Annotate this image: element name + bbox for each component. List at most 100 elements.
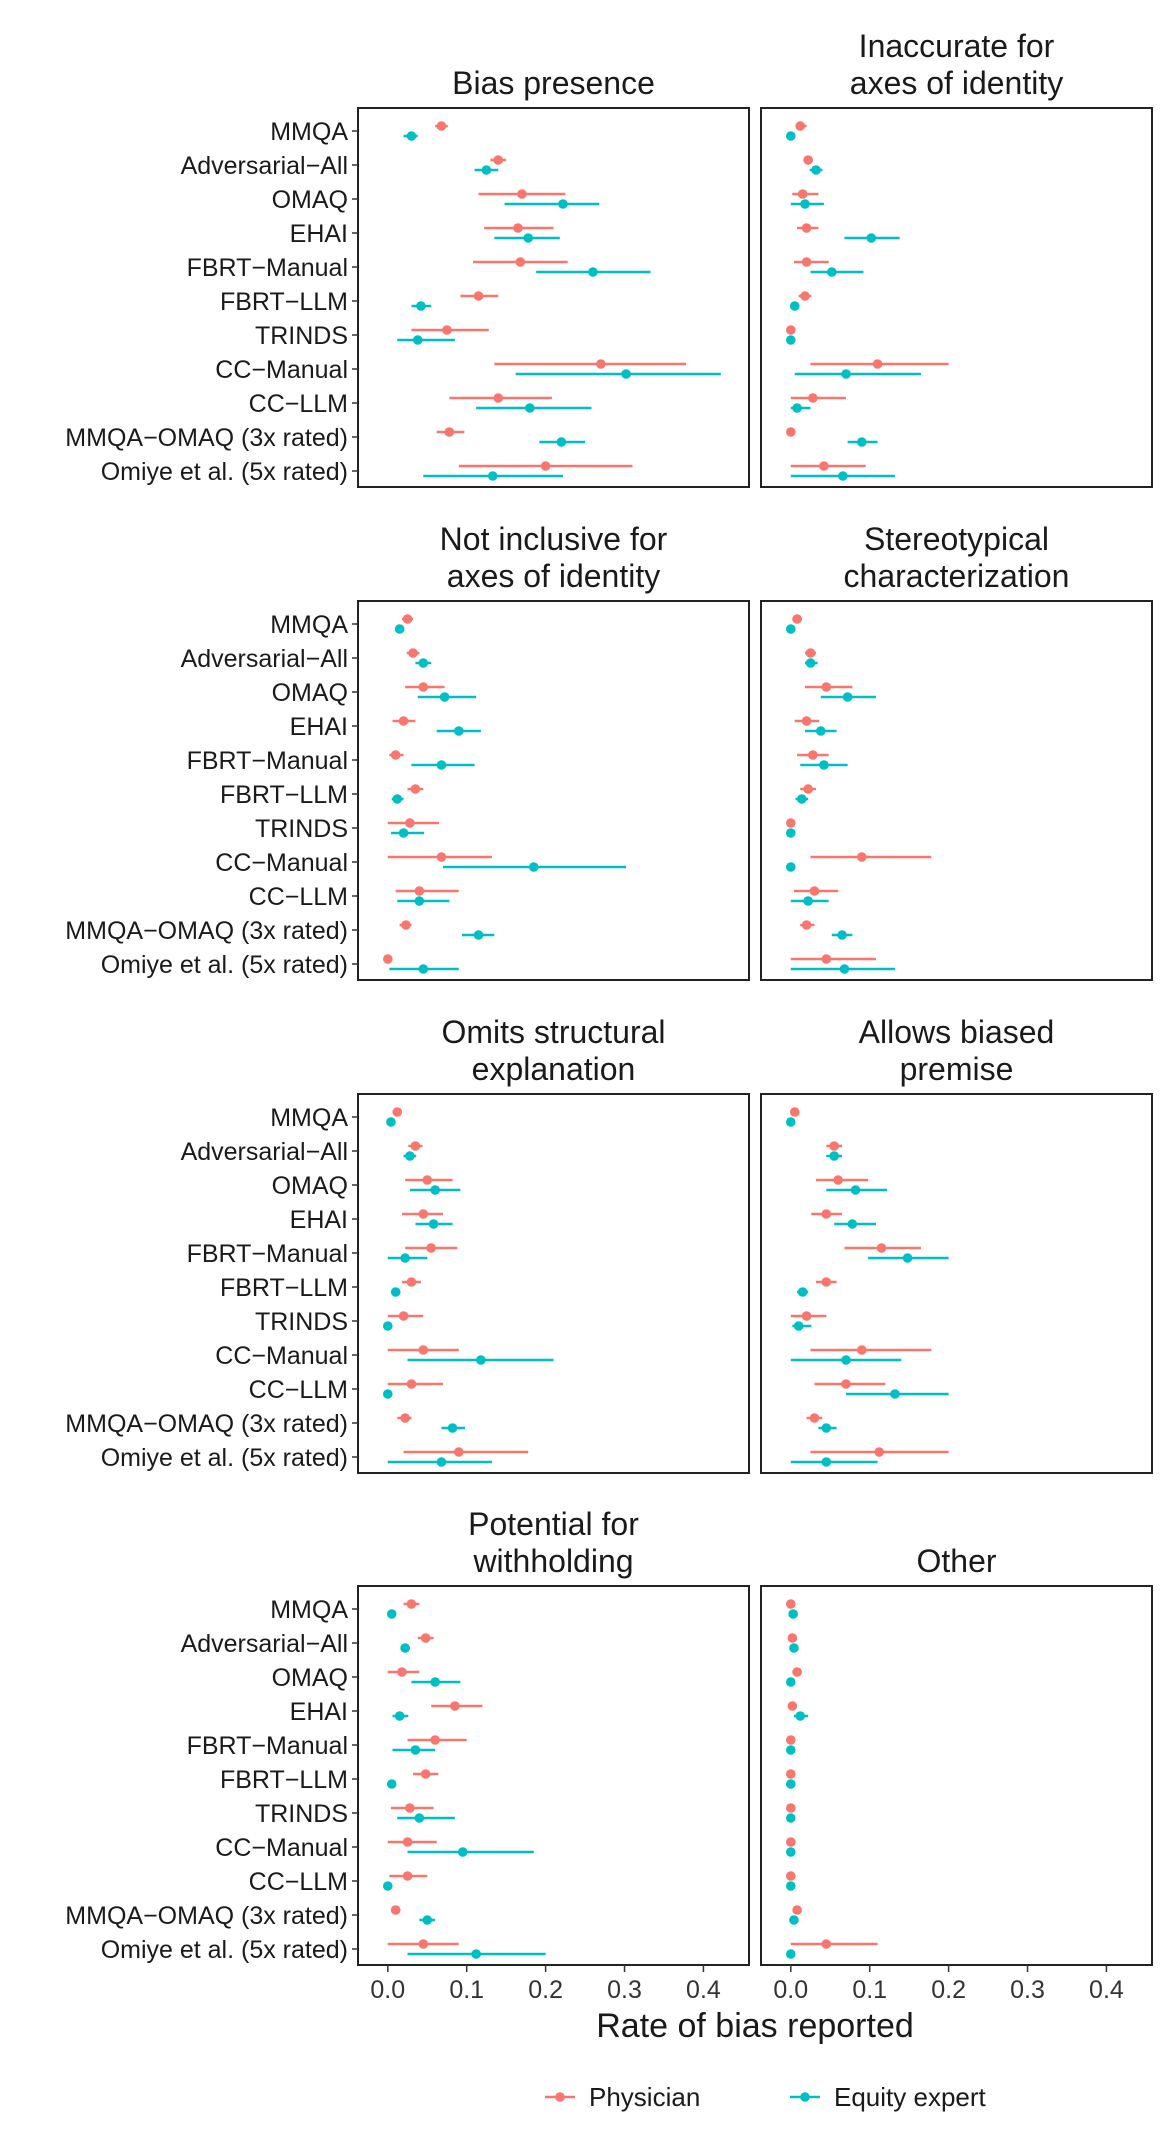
physician-point bbox=[473, 291, 484, 301]
physician-point bbox=[418, 1939, 429, 1949]
equity-point bbox=[386, 1609, 397, 1619]
physician-point bbox=[540, 461, 551, 471]
physician-point bbox=[819, 461, 829, 471]
panel-title: Stereotypical bbox=[864, 521, 1049, 557]
equity-point bbox=[481, 165, 492, 175]
equity-point bbox=[382, 1881, 393, 1891]
x-axis-layer: 0.0 0.1 0.2 0.3 0.4 0.0 0.1 0.2 0.3 0.4 bbox=[370, 1965, 1124, 2004]
equity-point bbox=[436, 760, 447, 770]
equity-point bbox=[785, 1779, 796, 1789]
physician-point bbox=[785, 1769, 796, 1779]
equity-point bbox=[785, 828, 796, 838]
equity-point bbox=[473, 930, 484, 940]
category-label: FBRT−LLM bbox=[220, 781, 348, 809]
physician-point bbox=[398, 716, 409, 726]
physician-point bbox=[410, 784, 421, 794]
physician-point bbox=[436, 121, 447, 131]
physician-point bbox=[785, 325, 796, 335]
physician-point bbox=[801, 257, 812, 267]
category-label: EHAI bbox=[290, 713, 348, 741]
equity-point bbox=[800, 199, 810, 209]
equity-point bbox=[827, 267, 837, 277]
panel-frame bbox=[760, 1093, 1153, 1474]
physician-point bbox=[785, 1837, 796, 1847]
category-label: CC−Manual bbox=[215, 356, 348, 384]
equity-point bbox=[785, 1949, 796, 1959]
panel-frame bbox=[760, 600, 1153, 981]
category-label: CC−LLM bbox=[249, 390, 348, 418]
physician-point bbox=[789, 1107, 800, 1117]
equity-point bbox=[386, 1779, 397, 1789]
x-tick-label: 0.4 bbox=[686, 1976, 721, 2004]
physician-point bbox=[426, 1243, 436, 1253]
category-label: EHAI bbox=[290, 1206, 348, 1234]
category-label: CC−LLM bbox=[249, 883, 348, 911]
category-label: OMAQ bbox=[272, 679, 348, 707]
physician-point bbox=[874, 1447, 884, 1457]
x-tick-label: 0.3 bbox=[1010, 1976, 1045, 2004]
category-label: MMQA bbox=[270, 611, 348, 639]
category-label: Omiye et al. (5x rated) bbox=[101, 1444, 348, 1472]
panel-frame bbox=[357, 107, 750, 488]
physician-point bbox=[821, 954, 832, 964]
equity-point bbox=[390, 1287, 401, 1297]
legend: Physician Equity expert bbox=[545, 2082, 987, 2112]
equity-point bbox=[454, 726, 464, 736]
equity-point bbox=[487, 471, 498, 481]
equity-point bbox=[839, 964, 850, 974]
physician-point bbox=[402, 1871, 413, 1881]
category-label: CC−Manual bbox=[215, 1342, 348, 1370]
physician-point bbox=[436, 852, 447, 862]
equity-point bbox=[621, 369, 631, 379]
category-label: EHAI bbox=[290, 220, 348, 248]
equity-point bbox=[785, 1847, 796, 1857]
equity-point bbox=[789, 1915, 799, 1925]
equity-point bbox=[410, 1745, 421, 1755]
physician-point bbox=[795, 121, 806, 131]
x-tick-label: 0.2 bbox=[931, 1976, 966, 2004]
physician-point bbox=[418, 682, 429, 692]
panel-title: Inaccurate for bbox=[859, 28, 1055, 64]
panel-title: axes of identity bbox=[447, 558, 660, 594]
category-label: FBRT−Manual bbox=[187, 1240, 348, 1268]
equity-point bbox=[558, 199, 568, 209]
equity-point bbox=[439, 692, 450, 702]
panel-frame bbox=[357, 1093, 750, 1474]
physician-point bbox=[400, 1413, 410, 1423]
equity-point bbox=[414, 896, 425, 906]
category-label: MMQA bbox=[270, 1596, 348, 1624]
equity-point bbox=[528, 862, 539, 872]
category-label: EHAI bbox=[290, 1698, 348, 1726]
panel-title: Bias presence bbox=[452, 65, 655, 101]
physician-point bbox=[785, 1599, 796, 1609]
equity-point bbox=[785, 624, 796, 634]
physician-point bbox=[397, 1667, 407, 1677]
x-tick-label: 0.0 bbox=[370, 1976, 405, 2004]
panels-layer: Bias presence MMQA Adversarial−All OMAQ EHAI… bbox=[65, 28, 1153, 1966]
physician-point bbox=[405, 818, 415, 828]
physician-point bbox=[797, 189, 808, 199]
category-label: Omiye et al. (5x rated) bbox=[101, 1936, 348, 1964]
x-tick-label: 0.1 bbox=[852, 1976, 887, 2004]
category-label: OMAQ bbox=[272, 1172, 348, 1200]
equity-point bbox=[394, 624, 405, 634]
equity-point bbox=[857, 437, 867, 447]
equity-point bbox=[406, 131, 417, 141]
physician-point bbox=[420, 1633, 431, 1643]
equity-point bbox=[797, 794, 807, 804]
physician-point bbox=[450, 1701, 460, 1711]
panel-title: Omits structural bbox=[441, 1014, 665, 1050]
physician-point bbox=[430, 1735, 440, 1745]
physician-point bbox=[808, 393, 818, 403]
equity-point bbox=[785, 335, 796, 345]
physician-point bbox=[803, 784, 813, 794]
equity-point bbox=[386, 1117, 396, 1127]
equity-point bbox=[428, 1219, 439, 1229]
physician-point bbox=[382, 954, 393, 964]
equity-point bbox=[476, 1355, 486, 1365]
equity-point bbox=[842, 692, 853, 702]
